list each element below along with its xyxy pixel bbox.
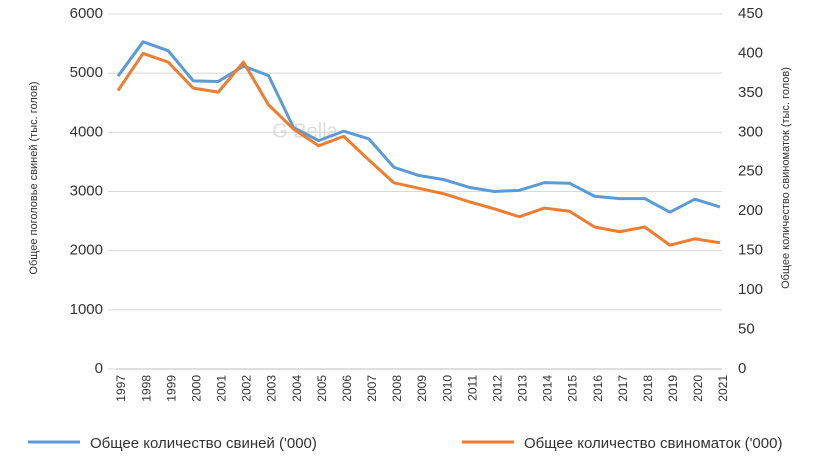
x-tick-label: 2021 [716,375,730,402]
x-tick-label: 2019 [666,375,680,402]
y2-tick-label: 250 [738,163,763,180]
x-tick-label: 2015 [566,375,580,402]
y2-axis-label: Общее количество свиноматок (тыс. голов) [780,67,792,289]
y2-tick-label: 350 [738,84,763,101]
y-tick-label: 6000 [70,5,103,22]
x-tick-label: 2003 [265,375,279,402]
x-tick-label: 1997 [114,375,128,402]
x-tick-label: 2004 [290,375,304,402]
x-tick-label: 2008 [390,375,404,402]
x-tick-label: 2010 [440,375,454,402]
x-tick-label: 2009 [415,375,429,402]
x-tick-label: 1999 [164,375,178,402]
y2-tick-label: 450 [738,5,763,22]
x-tick-label: 2007 [365,375,379,402]
x-tick-label: 2017 [616,375,630,402]
x-tick-label: 2011 [465,375,479,401]
y-tick-label: 4000 [70,123,103,140]
x-tick-label: 2013 [516,375,530,402]
x-tick-label: 2002 [240,375,254,402]
watermark: G Bella [272,120,338,142]
y-tick-label: 0 [95,360,103,377]
series-line [116,40,721,214]
x-tick-label: 2001 [215,375,229,402]
y2-tick-label: 0 [738,360,746,377]
x-tick-label: 2016 [591,375,605,402]
y-tick-label: 1000 [70,301,103,318]
y2-tick-label: 300 [738,123,763,140]
y-tick-label: 5000 [70,64,103,81]
y2-tick-label: 400 [738,44,763,61]
y-axis-label: Общее поголовье свиней (тыс. голов) [28,81,40,274]
y-tick-label: 3000 [70,182,103,199]
legend-label: Общее количество свиноматок ('000) [524,435,782,452]
x-tick-label: 2006 [340,375,354,402]
x-tick-label: 2014 [541,375,555,402]
legend-label: Общее количество свиней ('000) [90,435,317,452]
y-tick-label: 2000 [70,242,103,259]
y2-tick-label: 100 [738,281,763,298]
x-tick-label: 2000 [189,375,203,402]
x-tick-label: 2005 [315,375,329,402]
y2-tick-label: 50 [738,321,755,338]
y2-tick-label: 150 [738,242,763,259]
y2-tick-label: 200 [738,202,763,219]
x-tick-label: 2018 [641,375,655,402]
series-line [116,51,721,247]
x-tick-label: 2012 [490,375,504,402]
x-tick-label: 1998 [139,375,153,402]
x-tick-label: 2020 [691,375,705,402]
